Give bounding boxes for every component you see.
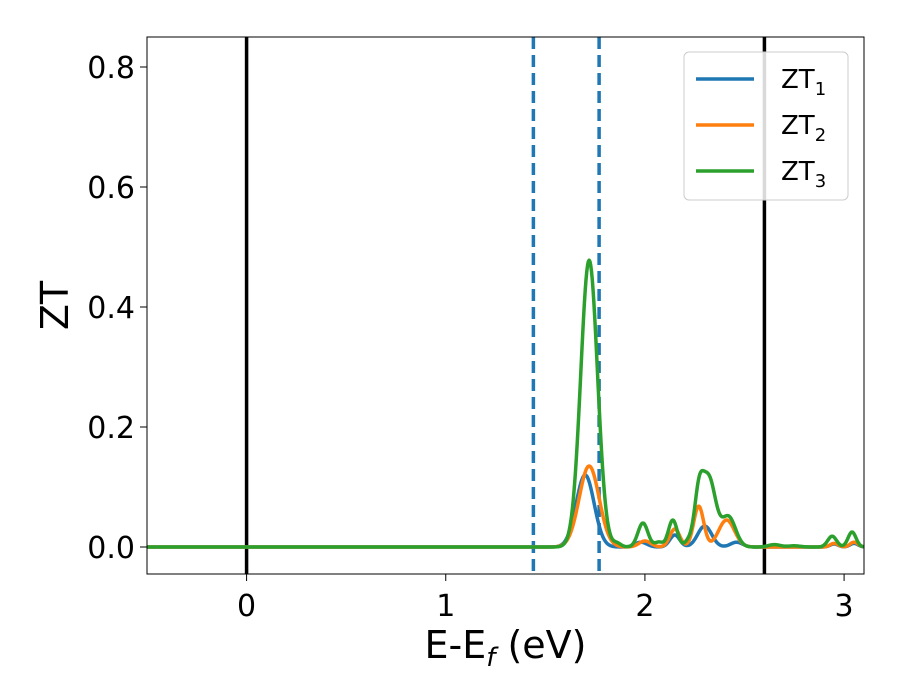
legend-entry-3: ZT3 xyxy=(696,157,826,192)
series-layer xyxy=(147,258,864,549)
axes-frame xyxy=(146,36,865,575)
y-axis-ticks: 0.0 0.2 0.4 0.6 0.8 xyxy=(87,51,147,566)
series-line-3 xyxy=(147,258,864,549)
legend: ZT1 ZT2 ZT3 xyxy=(683,51,849,201)
x-axis-ticks: 0 1 2 3 xyxy=(237,574,854,624)
x-tick-label: 2 xyxy=(635,589,654,624)
x-tick-label: 1 xyxy=(436,589,455,624)
y-tick-label: 0.8 xyxy=(87,51,135,86)
y-tick-label: 0.4 xyxy=(87,291,135,326)
x-tick-label: 3 xyxy=(835,589,854,624)
legend-entry-1: ZT1 xyxy=(696,65,826,100)
series-line-1 xyxy=(147,473,864,549)
legend-box xyxy=(683,51,849,201)
legend-label: ZT3 xyxy=(781,157,826,192)
legend-label: ZT2 xyxy=(781,111,826,146)
x-tick-label: 0 xyxy=(237,589,256,624)
y-tick-label: 0.6 xyxy=(87,171,135,206)
x-axis-label-main: E-E xyxy=(425,623,487,667)
series-line-2 xyxy=(147,464,864,549)
y-tick-label: 0.0 xyxy=(87,531,135,566)
y-axis-label: ZT xyxy=(33,280,77,330)
legend-label: ZT1 xyxy=(781,65,826,100)
y-tick-label: 0.2 xyxy=(87,411,135,446)
x-axis-label-unit: (eV) xyxy=(495,623,586,667)
legend-entry-2: ZT2 xyxy=(696,111,826,146)
x-axis-label: E-Ef (eV) xyxy=(425,623,587,673)
